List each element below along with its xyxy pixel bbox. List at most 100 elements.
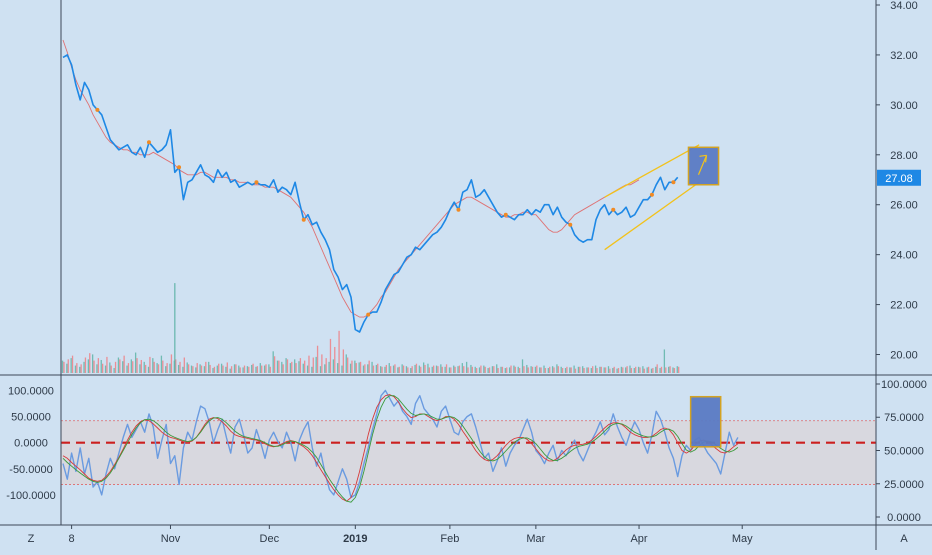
volume-bar-down [325,358,327,373]
volume-bar-down [441,366,443,373]
volume-bar-up [152,358,154,373]
volume-bar-down [183,357,185,373]
channel-line-lower [604,181,700,251]
volume-bar-down [213,366,216,373]
volume-spike-bar [174,283,176,373]
volume-bar-down [316,345,319,373]
time-tick-label: Feb [440,533,459,545]
volume-bar-up [659,368,661,373]
time-tick-label: Nov [161,533,181,545]
volume-bar-up [328,361,330,373]
price-tick-label: 22.00 [890,300,918,312]
volume-bar-down [304,360,306,373]
volume-bar-up [521,359,524,373]
volume-bar-down [402,365,405,373]
volume-bar-up [422,362,425,373]
volume-bar-up [298,361,300,373]
volume-bar-down [321,354,323,373]
volume-bar-down [80,364,82,373]
volume-bar-down [261,365,263,373]
volume-bar-up [586,367,588,373]
volume-bar-down [114,361,117,373]
volume-bar-up [143,361,145,373]
volume-bar-down [566,366,568,373]
volume-bar-up [410,368,412,373]
moving-average-line [62,39,640,318]
oscillator-left-tick-label: 0.0000 [14,438,48,450]
oscillator-left-tick-label: 50.0000 [11,412,51,424]
price-tick-label: 32.00 [890,50,918,62]
volume-bar-down [218,363,220,373]
volume-bar-up [616,368,618,373]
volume-bar-down [544,368,547,373]
volume-bar-up [642,366,644,373]
volume-bar-up [448,367,451,373]
volume-bar-up [134,352,137,373]
volume-bar-down [647,366,650,373]
volume-bar-down [226,362,228,373]
volume-bar-down [488,367,491,373]
volume-bar-down [531,366,534,373]
channel-line-upper [604,144,700,198]
volume-bar-up [74,365,77,373]
volume-bar-down [200,365,203,373]
volume-bar-up [414,364,416,373]
volume-bar-up [508,367,511,373]
volume-bar-up [156,363,158,373]
volume-bar-down [579,366,581,373]
volume-bar-down [342,349,345,373]
volume-bar-up [650,368,653,373]
volume-bar-down [432,365,435,373]
volume-bar-down [144,364,147,373]
volume-bar-up [100,359,102,373]
volume-bar-up [70,358,72,373]
volume-bar-down [411,366,413,373]
signal-marker [649,192,654,197]
target-box [687,146,720,186]
volume-bar-down [136,358,138,373]
volume-bar-up [242,367,244,373]
volume-bar-up [431,366,433,373]
signal-marker [301,217,306,222]
volume-bar-down [351,360,353,373]
volume-bar-up [83,361,85,373]
volume-bar-down [347,357,349,373]
volume-bar-up [603,367,605,373]
auto-scale-corner-label[interactable]: A [900,533,908,545]
volume-bar-down [424,364,426,373]
volume-bar-up [311,366,313,373]
volume-bar-down [71,355,74,373]
volume-bar-up [388,363,390,373]
volume-bar-up [225,366,227,373]
volume-bar-up [612,368,614,373]
volume-bar-down [678,366,680,373]
volume-bar-down [230,366,233,373]
volume-bar-down [475,368,478,373]
volume-bar-down [110,365,112,373]
volume-bar-up [285,358,287,373]
volume-bar-down [450,367,452,373]
oscillator-right-tick-label: 50.0000 [884,446,924,458]
volume-bar-up [564,368,567,373]
current-price-badge [877,169,921,186]
volume-bar-down [557,366,559,373]
volume-bar-up [418,365,420,373]
volume-bar-down [282,364,284,373]
volume-bar-down [209,364,211,373]
signal-marker [456,207,461,212]
volume-bar-up [246,366,249,373]
volume-bar-down [196,363,198,373]
volume-bar-up [177,364,180,373]
volume-bar-down [506,367,508,373]
volume-bar-up [491,366,494,373]
timezone-corner-label[interactable]: Z [28,533,35,545]
volume-bar-down [484,366,486,373]
volume-bar-down [63,361,65,373]
volume-bar-down [179,361,181,373]
volume-bar-down [308,355,310,373]
volume-bar-up [362,365,365,373]
volume-bar-down [665,367,667,373]
volume-bar-down [501,366,504,373]
